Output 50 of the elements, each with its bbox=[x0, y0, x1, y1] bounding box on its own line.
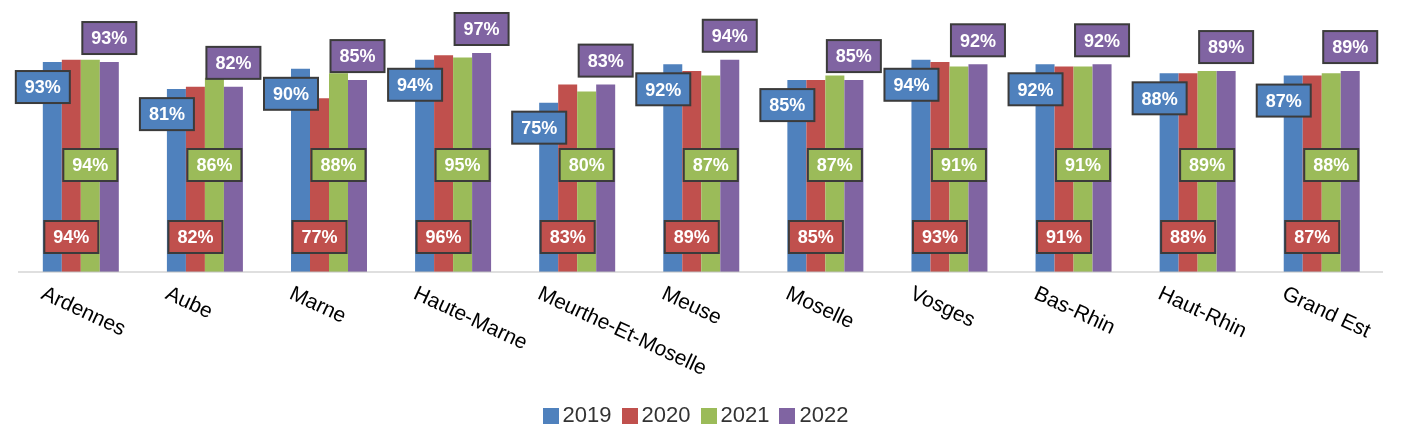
data-label: 86% bbox=[196, 155, 233, 176]
data-label: 87% bbox=[1265, 90, 1302, 111]
data-label: 75% bbox=[521, 117, 558, 138]
data-label: 92% bbox=[1084, 30, 1121, 51]
data-label: 89% bbox=[1189, 155, 1226, 176]
data-label: 83% bbox=[587, 50, 624, 71]
data-label: 85% bbox=[339, 46, 376, 67]
data-label: 85% bbox=[835, 46, 872, 67]
data-label: 92% bbox=[1017, 79, 1054, 100]
data-label: 94% bbox=[72, 155, 109, 176]
data-label: 88% bbox=[1141, 88, 1178, 109]
data-label: 81% bbox=[148, 104, 185, 125]
data-label: 85% bbox=[797, 227, 834, 248]
data-label: 91% bbox=[1065, 155, 1102, 176]
data-label: 87% bbox=[692, 155, 729, 176]
data-label: 91% bbox=[940, 155, 977, 176]
data-label: 89% bbox=[1332, 37, 1369, 58]
data-label: 90% bbox=[272, 84, 310, 105]
data-label: 88% bbox=[1313, 155, 1350, 176]
data-label: 94% bbox=[893, 75, 930, 96]
data-label: 89% bbox=[1208, 37, 1245, 58]
data-label: 88% bbox=[1170, 227, 1207, 248]
data-label: 96% bbox=[425, 227, 462, 248]
data-label: 85% bbox=[769, 95, 806, 116]
data-label: 83% bbox=[549, 227, 586, 248]
data-label: 87% bbox=[816, 155, 853, 176]
data-label: 94% bbox=[397, 75, 434, 96]
data-label: 92% bbox=[959, 30, 996, 51]
data-label: 88% bbox=[320, 155, 357, 176]
legend-label: 2019 bbox=[562, 402, 612, 427]
data-label: 94% bbox=[53, 227, 90, 248]
data-label: 94% bbox=[711, 26, 748, 47]
data-label: 95% bbox=[444, 155, 481, 176]
legend-label: 2020 bbox=[641, 402, 691, 427]
data-label: 91% bbox=[1046, 227, 1083, 248]
data-label: 89% bbox=[673, 227, 710, 248]
data-label: 80% bbox=[568, 155, 605, 176]
x-tick-label: Grand Est bbox=[1279, 280, 1375, 342]
data-label: 82% bbox=[177, 227, 214, 248]
data-label: 97% bbox=[463, 19, 500, 40]
data-label: 93% bbox=[91, 28, 128, 49]
data-label: 92% bbox=[645, 79, 682, 100]
data-label: 82% bbox=[215, 53, 252, 74]
data-label: 87% bbox=[1294, 227, 1331, 248]
data-label: 77% bbox=[301, 227, 338, 248]
data-label: 93% bbox=[24, 77, 61, 98]
data-label: 93% bbox=[921, 227, 958, 248]
legend-label: 2022 bbox=[799, 402, 849, 427]
x-tick-label: Aube bbox=[162, 280, 217, 323]
legend-label: 2021 bbox=[720, 402, 770, 427]
